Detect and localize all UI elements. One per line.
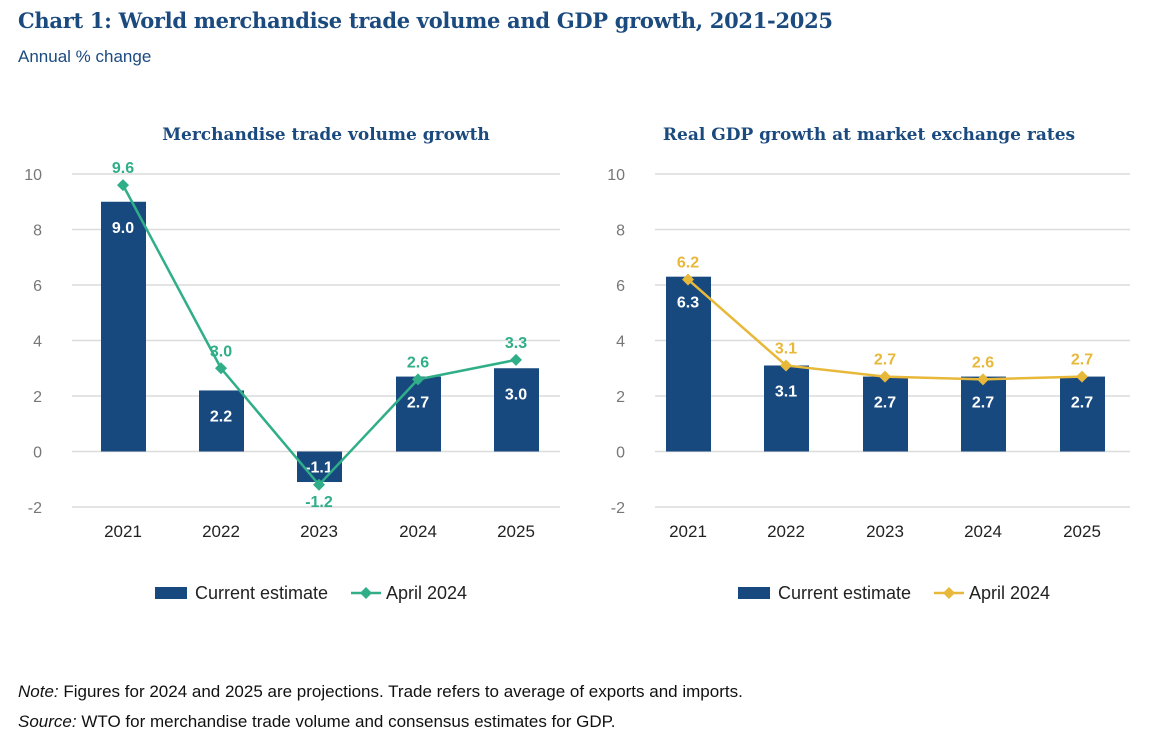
x-tick-label: 2022 bbox=[202, 522, 240, 541]
figure-title: Chart 1: World merchandise trade volume … bbox=[18, 8, 833, 33]
legend-label-april-2024: April 2024 bbox=[386, 583, 467, 603]
line-marker bbox=[1076, 370, 1088, 383]
x-tick-label: 2021 bbox=[104, 522, 142, 541]
y-tick-label: 2 bbox=[33, 389, 42, 406]
bar-current-estimate bbox=[101, 201, 146, 452]
bar-current-estimate bbox=[1060, 376, 1105, 452]
legend-bar-swatch bbox=[155, 587, 187, 599]
x-tick-label: 2025 bbox=[497, 522, 535, 541]
line-marker bbox=[313, 478, 325, 491]
x-tick-label: 2025 bbox=[1063, 522, 1101, 541]
line-data-label: 3.1 bbox=[775, 340, 797, 357]
line-data-label: 3.3 bbox=[505, 335, 527, 352]
source: Source: WTO for merchandise trade volume… bbox=[18, 712, 615, 732]
bar-data-label: 2.7 bbox=[1071, 395, 1093, 412]
bar-data-label: 2.7 bbox=[972, 395, 994, 412]
bar-data-label: 9.0 bbox=[112, 220, 134, 237]
y-tick-label: 10 bbox=[607, 167, 625, 184]
bar-data-label: 6.3 bbox=[677, 295, 699, 312]
legend-marker bbox=[943, 587, 955, 599]
y-tick-label: -2 bbox=[611, 500, 625, 517]
line-data-label: 6.2 bbox=[677, 254, 699, 271]
bar-current-estimate bbox=[863, 376, 908, 452]
y-tick-label: -2 bbox=[28, 500, 42, 517]
line-data-label: 2.7 bbox=[1071, 352, 1093, 369]
line-marker bbox=[215, 362, 227, 375]
line-marker bbox=[780, 359, 792, 372]
bar-current-estimate bbox=[494, 368, 539, 452]
bar-data-label: 2.7 bbox=[874, 395, 896, 412]
x-tick-label: 2023 bbox=[300, 522, 338, 541]
bar-current-estimate bbox=[199, 390, 244, 452]
bar-current-estimate bbox=[764, 365, 809, 452]
legend-bar-swatch bbox=[738, 587, 770, 599]
y-tick-label: 0 bbox=[616, 445, 625, 462]
y-tick-label: 0 bbox=[33, 445, 42, 462]
y-tick-label: 10 bbox=[24, 167, 42, 184]
note-label: Note: bbox=[18, 682, 59, 701]
subplot-title: Merchandise trade volume growth bbox=[162, 125, 490, 145]
line-marker bbox=[879, 370, 891, 383]
bar-data-label: -1.1 bbox=[305, 460, 333, 477]
source-label: Source: bbox=[18, 712, 77, 731]
x-tick-label: 2024 bbox=[964, 522, 1002, 541]
y-tick-label: 8 bbox=[616, 223, 625, 240]
line-data-label: 2.7 bbox=[874, 352, 896, 369]
bar-data-label: 3.1 bbox=[775, 383, 797, 400]
line-marker bbox=[977, 373, 989, 386]
subplot-title: Real GDP growth at market exchange rates bbox=[663, 125, 1075, 145]
line-marker bbox=[510, 353, 522, 366]
y-tick-label: 8 bbox=[33, 223, 42, 240]
line-data-label: 3.0 bbox=[210, 343, 232, 360]
y-tick-label: 4 bbox=[616, 334, 625, 351]
legend-label-current-estimate: Current estimate bbox=[195, 583, 328, 603]
x-tick-label: 2024 bbox=[399, 522, 437, 541]
line-data-label: -1.2 bbox=[305, 494, 333, 511]
bar-data-label: 2.2 bbox=[210, 408, 232, 425]
y-tick-label: 2 bbox=[616, 389, 625, 406]
bar-current-estimate bbox=[666, 276, 711, 452]
line-data-label: 2.6 bbox=[972, 354, 994, 371]
figure-subtitle: Annual % change bbox=[18, 47, 152, 66]
y-tick-label: 4 bbox=[33, 334, 42, 351]
line-marker bbox=[412, 373, 424, 386]
line-marker bbox=[682, 273, 694, 286]
x-tick-label: 2022 bbox=[767, 522, 805, 541]
x-tick-label: 2021 bbox=[669, 522, 707, 541]
legend-label-current-estimate: Current estimate bbox=[778, 583, 911, 603]
y-tick-label: 6 bbox=[33, 278, 42, 295]
bar-current-estimate bbox=[396, 376, 441, 452]
bar-data-label: 2.7 bbox=[407, 395, 429, 412]
line-marker bbox=[117, 179, 129, 192]
note: Note: Figures for 2024 and 2025 are proj… bbox=[18, 682, 743, 702]
legend-marker bbox=[360, 587, 372, 599]
note-text: Figures for 2024 and 2025 are projection… bbox=[58, 682, 743, 701]
line-data-label: 9.6 bbox=[112, 160, 134, 177]
y-tick-label: 6 bbox=[616, 278, 625, 295]
bar-current-estimate bbox=[961, 376, 1006, 452]
x-tick-label: 2023 bbox=[866, 522, 904, 541]
legend-label-april-2024: April 2024 bbox=[969, 583, 1050, 603]
source-text: WTO for merchandise trade volume and con… bbox=[76, 712, 616, 731]
line-data-label: 2.6 bbox=[407, 354, 429, 371]
bar-data-label: 3.0 bbox=[505, 386, 527, 403]
